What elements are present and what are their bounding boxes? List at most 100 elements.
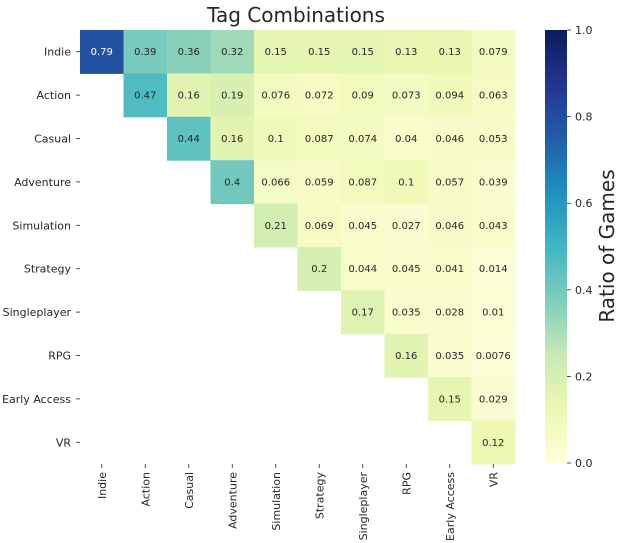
- chart-title: Tag Combinations: [206, 3, 385, 27]
- row-tick-label: Simulation: [12, 219, 71, 232]
- heatmap-cell: [297, 73, 342, 118]
- heatmap-cell: [428, 160, 472, 205]
- cell-value-label: 0.21: [265, 221, 287, 232]
- heatmap-cell: [167, 30, 211, 74]
- heatmap-cell: [123, 73, 168, 118]
- heatmap-cell: [297, 116, 342, 161]
- column-tick-label: Indie: [96, 472, 109, 499]
- heatmap-cell: [123, 30, 168, 74]
- colorbar-tick-label: 0.0: [575, 457, 593, 470]
- column-tick-label: Action: [139, 472, 152, 506]
- cell-value-label: 0.039: [479, 177, 508, 188]
- cell-value-label: 0.072: [305, 91, 334, 102]
- cell-value-label: 0.073: [392, 91, 421, 102]
- cell-value-label: 0.01: [482, 308, 504, 319]
- cell-value-label: 0.19: [221, 91, 243, 102]
- cell-value-label: 0.4: [224, 177, 240, 188]
- heatmap-cells: 0.79 0.39 0.36 0.32 0.15 0.15 0.15 0.13 0.13 0.07…: [80, 30, 516, 465]
- heatmap-cell: [210, 116, 255, 161]
- heatmap-cell: [167, 116, 211, 161]
- column-tick-label: VR: [487, 472, 500, 488]
- cell-value-label: 0.79: [91, 47, 113, 58]
- cell-value-label: 0.09: [352, 91, 374, 102]
- heatmap-cell: [471, 30, 516, 74]
- colorbar-tick-label: 0.6: [575, 197, 593, 210]
- cell-value-label: 0.059: [305, 177, 334, 188]
- heatmap-cell: [384, 73, 429, 118]
- heatmap-cell: [254, 160, 298, 205]
- cell-value-label: 0.39: [134, 47, 156, 58]
- heatmap-cell: [210, 30, 255, 74]
- heatmap-cell: [428, 333, 472, 378]
- cell-value-label: 0.44: [178, 134, 200, 145]
- cell-value-label: 0.057: [435, 177, 464, 188]
- heatmap-cell: [341, 30, 385, 74]
- cell-value-label: 0.15: [265, 47, 287, 58]
- colorbar-label: Ratio of Games: [595, 169, 619, 322]
- heatmap-cell: [80, 30, 124, 74]
- row-tick-labels: Indie Action Casual Adventure Simulation Stra…: [2, 46, 80, 449]
- cell-value-label: 0.16: [178, 91, 200, 102]
- cell-value-label: 0.47: [134, 91, 156, 102]
- heatmap-cell: [428, 377, 472, 422]
- heatmap-cell: [384, 333, 429, 378]
- heatmap-cell: [428, 30, 472, 74]
- heatmap-cell: [341, 73, 385, 118]
- column-tick-label: Casual: [183, 472, 196, 509]
- heatmap-cell: [341, 160, 385, 205]
- heatmap-cell: [384, 116, 429, 161]
- heatmap-cell: [471, 203, 516, 248]
- colorbar-tick-label: 0.4: [575, 284, 593, 297]
- column-tick-label: RPG: [400, 472, 413, 495]
- heatmap-cell: [297, 203, 342, 248]
- row-tick-label: Casual: [34, 133, 71, 146]
- cell-value-label: 0.087: [305, 134, 334, 145]
- heatmap-cell: [428, 290, 472, 335]
- heatmap-cell: [428, 116, 472, 161]
- cell-value-label: 0.0076: [476, 351, 511, 362]
- row-tick-label: Adventure: [14, 176, 71, 189]
- cell-value-label: 0.087: [348, 177, 377, 188]
- cell-value-label: 0.074: [348, 134, 377, 145]
- heatmap-cell: [384, 160, 429, 205]
- row-tick-label: Singleplayer: [3, 306, 72, 319]
- colorbar: 0.0 0.2 0.4 0.6 0.8 1.0: [545, 24, 593, 470]
- cell-value-label: 0.16: [221, 134, 243, 145]
- cell-value-label: 0.066: [261, 177, 290, 188]
- column-tick-label: Early Access: [444, 472, 457, 541]
- heatmap-cell: [254, 203, 298, 248]
- heatmap-cell: [254, 116, 298, 161]
- heatmap-cell: [471, 247, 516, 291]
- cell-value-label: 0.046: [435, 134, 464, 145]
- cell-value-label: 0.15: [352, 47, 374, 58]
- heatmap-cell: [341, 116, 385, 161]
- column-tick-label: Singleplayer: [357, 472, 370, 541]
- cell-value-label: 0.027: [392, 221, 421, 232]
- cell-value-label: 0.014: [479, 264, 508, 275]
- cell-value-label: 0.32: [221, 47, 243, 58]
- cell-value-label: 0.079: [479, 47, 508, 58]
- column-tick-labels: Indie Action Casual Adventure Simulation Stra…: [96, 464, 500, 541]
- cell-value-label: 0.043: [479, 221, 508, 232]
- cell-value-label: 0.076: [261, 91, 290, 102]
- cell-value-label: 0.094: [435, 91, 464, 102]
- column-tick-label: Adventure: [226, 472, 239, 529]
- colorbar-gradient: [545, 30, 567, 463]
- row-tick-label: Indie: [44, 46, 71, 59]
- cell-value-label: 0.069: [305, 221, 334, 232]
- cell-value-label: 0.035: [392, 308, 421, 319]
- cell-value-label: 0.035: [435, 351, 464, 362]
- heatmap-cell: [384, 30, 429, 74]
- row-tick-label: Action: [37, 89, 71, 102]
- cell-value-label: 0.046: [435, 221, 464, 232]
- cell-value-label: 0.12: [482, 438, 504, 449]
- cell-value-label: 0.053: [479, 134, 508, 145]
- heatmap-cell: [297, 30, 342, 74]
- heatmap-cell: [167, 73, 211, 118]
- heatmap-cell: [471, 333, 516, 378]
- row-tick-label: Strategy: [24, 263, 72, 276]
- cell-value-label: 0.1: [398, 177, 414, 188]
- heatmap-cell: [341, 290, 385, 335]
- heatmap-cell: [471, 290, 516, 335]
